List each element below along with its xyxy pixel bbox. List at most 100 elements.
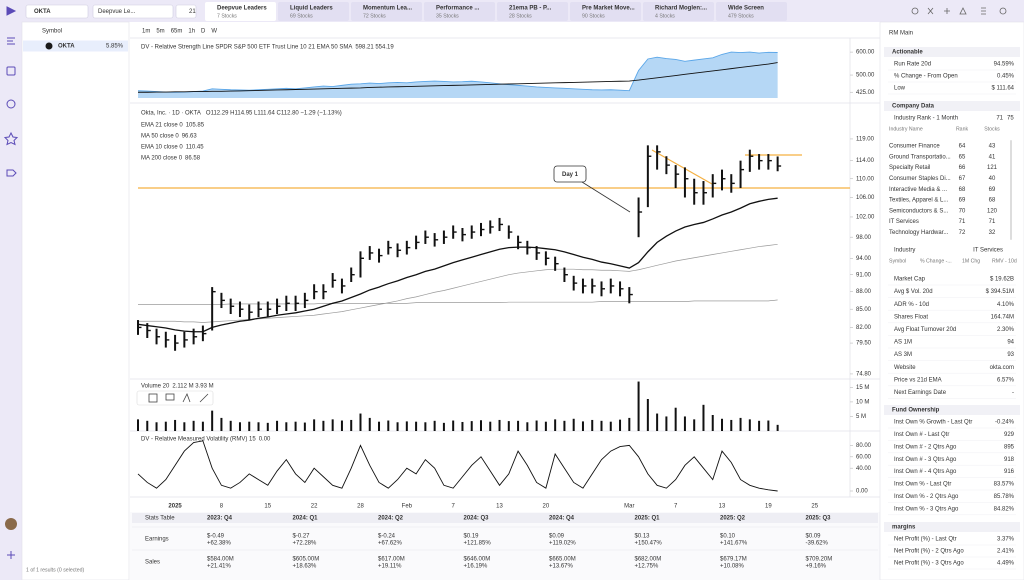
volume-bar [331, 419, 334, 431]
sub-header: 1M Chg [962, 258, 980, 264]
volume-bar [137, 419, 139, 431]
tab[interactable] [643, 2, 714, 21]
tab-count[interactable]: 35 Stocks [436, 13, 459, 19]
badge-button[interactable] [175, 4, 197, 19]
tab-count[interactable]: 90 Stocks [582, 13, 605, 19]
row-label: Website [894, 365, 916, 371]
table-cell: Interactive Media & ... [889, 187, 947, 193]
panel-title[interactable]: RM Main [889, 31, 913, 37]
volume-bar [479, 420, 482, 431]
top-icons[interactable] [911, 7, 1007, 15]
tab[interactable] [278, 2, 349, 21]
row-value: -0.24% [995, 420, 1015, 426]
table-cell: 120 [987, 208, 998, 214]
stats-cell-change: +12.75% [635, 564, 660, 570]
volume-bar [201, 421, 204, 431]
volume-bar [442, 422, 445, 431]
nav-icons[interactable] [3, 6, 19, 559]
stats-header-cell: 2024: Q3 [464, 516, 490, 522]
watchlist-row[interactable] [23, 40, 128, 52]
tab[interactable] [497, 2, 568, 21]
rank-select[interactable]: 75 [1007, 116, 1014, 122]
badge-text[interactable]: 21 [189, 9, 196, 15]
table-cell: 43 [989, 144, 996, 150]
volume-bar [238, 422, 241, 431]
table-cell: 68 [959, 187, 966, 193]
timeframe-button[interactable]: W [211, 29, 217, 35]
row-label: Inst Own # - 4 Qtrs Ago [894, 469, 957, 475]
row-value: 164.74M [991, 314, 1014, 320]
tab[interactable] [424, 2, 495, 21]
x-tick-label: 7 [674, 504, 678, 510]
tab[interactable] [716, 2, 787, 21]
watchlist-symbol[interactable]: OKTA [58, 44, 75, 50]
tab-name[interactable]: Liquid Leaders [290, 6, 333, 12]
tab-name[interactable]: Pre Market Move... [582, 6, 635, 12]
industry-value[interactable]: IT Services [973, 248, 1003, 254]
timeframe-button[interactable]: 1m [142, 29, 150, 35]
x-tick-label: 7 [452, 504, 456, 510]
list-select[interactable] [92, 4, 174, 19]
row-label: Inst Own # - 2 Qtrs Ago [894, 444, 957, 450]
search-box[interactable] [25, 4, 89, 19]
table-header: Rank [956, 126, 969, 132]
annotation: Day 1 [562, 172, 579, 178]
table-cell: Ground Transportatio... [889, 154, 951, 160]
tab-count[interactable]: 4 Stocks [655, 13, 675, 19]
timeframe-button[interactable]: 1h [188, 29, 195, 35]
y-tick-label: 106.00 [856, 195, 875, 201]
tab-name[interactable]: Wide Screen [728, 6, 764, 12]
watchlist-panel [21, 21, 130, 580]
table-cell: 65 [959, 154, 966, 160]
timeframe-button[interactable]: 5m [156, 29, 164, 35]
rmv-legend-value: 0.00 [259, 437, 271, 443]
row-value: 4.49% [997, 561, 1015, 567]
timeframe-button[interactable]: D [201, 29, 206, 35]
tab-count[interactable]: 7 Stocks [217, 13, 237, 19]
table-cell: Technology Hardwar... [889, 230, 949, 236]
tab-name[interactable]: Deepvue Leaders [217, 6, 267, 12]
stats-cell-value: $0.13 [635, 534, 651, 540]
volume-bar [229, 420, 232, 431]
row-label: Inst Own % - 3 Qtrs Ago [894, 506, 959, 512]
row-value: 0.45% [997, 74, 1015, 80]
volume-legend-values: 2.112 M 3.93 M [172, 384, 213, 390]
volume-bar [563, 420, 566, 431]
table-cell: 72 [959, 230, 966, 236]
tab-name[interactable]: Performance ... [436, 6, 480, 12]
y-tick-label: 98.00 [856, 235, 872, 241]
row-label: Shares Float [894, 314, 928, 320]
volume-bar [619, 419, 622, 431]
tab[interactable] [570, 2, 641, 21]
tab[interactable] [351, 2, 422, 21]
tab-name[interactable]: Richard Moglen:... [655, 6, 707, 12]
sub-header: Symbol [889, 258, 906, 264]
nav-rail [0, 0, 22, 580]
tab-count[interactable]: 479 Stocks [728, 13, 754, 19]
stats-cell-change: -39.62% [806, 541, 829, 547]
timeframe-button[interactable]: 65m [171, 29, 183, 35]
tab-count[interactable]: 72 Stocks [363, 13, 386, 19]
table-scrollbar [1010, 140, 1012, 240]
stats-header-cell: 2024: Q2 [378, 516, 404, 522]
row-label: Net Profit (%) - 2 Qtrs Ago [894, 549, 964, 555]
watchlist-change[interactable]: 5.85% [106, 44, 124, 50]
volume-bar [303, 422, 306, 431]
drawing-toolbar[interactable] [136, 390, 214, 406]
tab-name[interactable]: 21ema PB - P... [509, 6, 552, 12]
tab[interactable] [205, 2, 276, 21]
row-label: Inst Own # - 3 Qtrs Ago [894, 457, 957, 463]
rank-value[interactable]: 71 [996, 116, 1003, 122]
volume-bar [387, 420, 390, 431]
tab-name[interactable]: Momentum Lea... [363, 6, 412, 12]
avatar[interactable] [5, 518, 17, 530]
table-header: Industry Name [889, 126, 923, 132]
tab-count[interactable]: 28 Stocks [509, 13, 532, 19]
tab-count[interactable]: 69 Stocks [290, 13, 313, 19]
search-text[interactable]: OKTA [34, 9, 51, 15]
y-tick-label: 119.00 [856, 137, 875, 143]
y-tick-label: 74.80 [856, 372, 872, 378]
list-select-text[interactable]: Deepvue Le... [98, 9, 136, 15]
volume-bar [405, 421, 408, 431]
volume-bar [146, 420, 149, 431]
